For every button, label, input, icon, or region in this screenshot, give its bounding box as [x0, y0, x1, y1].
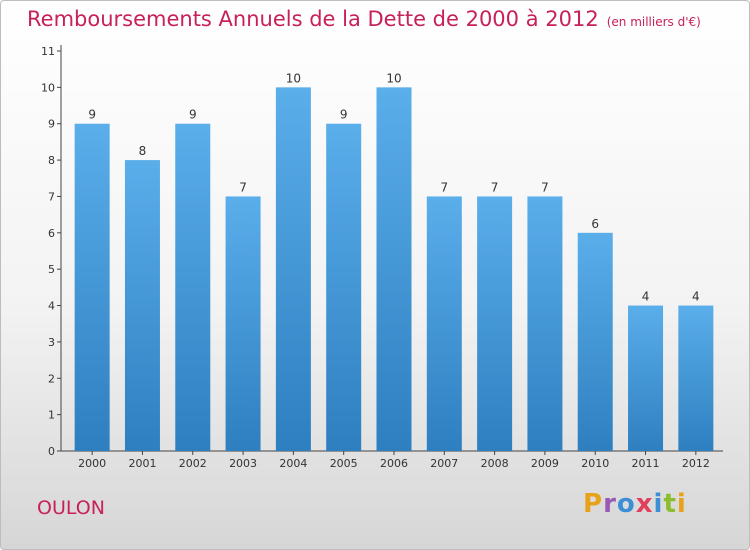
- x-tick-label: 2011: [632, 457, 660, 470]
- place-name: OULON: [37, 497, 105, 519]
- chart-unit-note: (en milliers d'€): [606, 15, 701, 29]
- bar-value-label: 7: [541, 180, 549, 194]
- bar: [426, 196, 462, 451]
- bar: [74, 123, 110, 452]
- bar: [124, 160, 160, 451]
- bar: [225, 196, 261, 451]
- x-tick-label: 2010: [581, 457, 609, 470]
- y-tick-label: 11: [41, 45, 55, 58]
- logo-letter: x: [635, 489, 654, 519]
- logo-letter: o: [616, 489, 636, 519]
- y-tick-label: 6: [48, 227, 55, 240]
- bar: [527, 196, 563, 451]
- bar: [275, 87, 311, 451]
- bar-value-label: 9: [189, 108, 197, 122]
- bar-value-label: 6: [591, 217, 599, 231]
- bar-value-label: 7: [491, 180, 499, 194]
- y-tick-label: 7: [48, 190, 55, 203]
- x-tick-label: 2000: [78, 457, 106, 470]
- logo-letter: i: [676, 489, 687, 519]
- x-tick-label: 2004: [279, 457, 307, 470]
- y-tick-label: 2: [48, 372, 55, 385]
- chart-title-text: Remboursements Annuels de la Dette de 20…: [27, 7, 599, 31]
- proxiti-logo: Proxiti: [583, 489, 687, 519]
- bar: [326, 123, 362, 452]
- x-tick-label: 2008: [481, 457, 509, 470]
- y-tick-label: 4: [48, 300, 55, 313]
- bar-value-label: 4: [692, 290, 700, 304]
- y-tick-label: 3: [48, 336, 55, 349]
- bar: [477, 196, 513, 451]
- bar-value-label: 4: [642, 290, 650, 304]
- y-tick-label: 9: [48, 118, 55, 131]
- y-tick-label: 5: [48, 263, 55, 276]
- logo-letter: P: [583, 489, 604, 519]
- x-tick-label: 2005: [330, 457, 358, 470]
- x-tick-label: 2006: [380, 457, 408, 470]
- bar: [678, 305, 714, 451]
- chart-title: Remboursements Annuels de la Dette de 20…: [27, 7, 701, 31]
- x-tick-label: 2007: [430, 457, 458, 470]
- bar-value-label: 7: [440, 180, 448, 194]
- bar: [628, 305, 664, 451]
- bar: [577, 232, 613, 451]
- bar-value-label: 7: [239, 180, 247, 194]
- bar-value-label: 9: [340, 108, 348, 122]
- logo-letter: t: [663, 489, 677, 519]
- x-tick-label: 2001: [128, 457, 156, 470]
- bar-value-label: 8: [139, 144, 147, 158]
- x-tick-label: 2003: [229, 457, 257, 470]
- bar: [376, 87, 412, 451]
- bar-value-label: 10: [286, 71, 301, 85]
- bar-value-label: 10: [386, 71, 401, 85]
- bar-value-label: 9: [88, 108, 96, 122]
- logo-letter: r: [603, 489, 617, 519]
- x-tick-label: 2002: [179, 457, 207, 470]
- x-tick-label: 2012: [682, 457, 710, 470]
- logo-letter: i: [653, 489, 664, 519]
- y-tick-label: 8: [48, 154, 55, 167]
- y-tick-label: 10: [41, 81, 55, 94]
- bar: [175, 123, 211, 452]
- x-tick-label: 2009: [531, 457, 559, 470]
- y-tick-label: 0: [48, 445, 55, 458]
- y-tick-label: 1: [48, 409, 55, 422]
